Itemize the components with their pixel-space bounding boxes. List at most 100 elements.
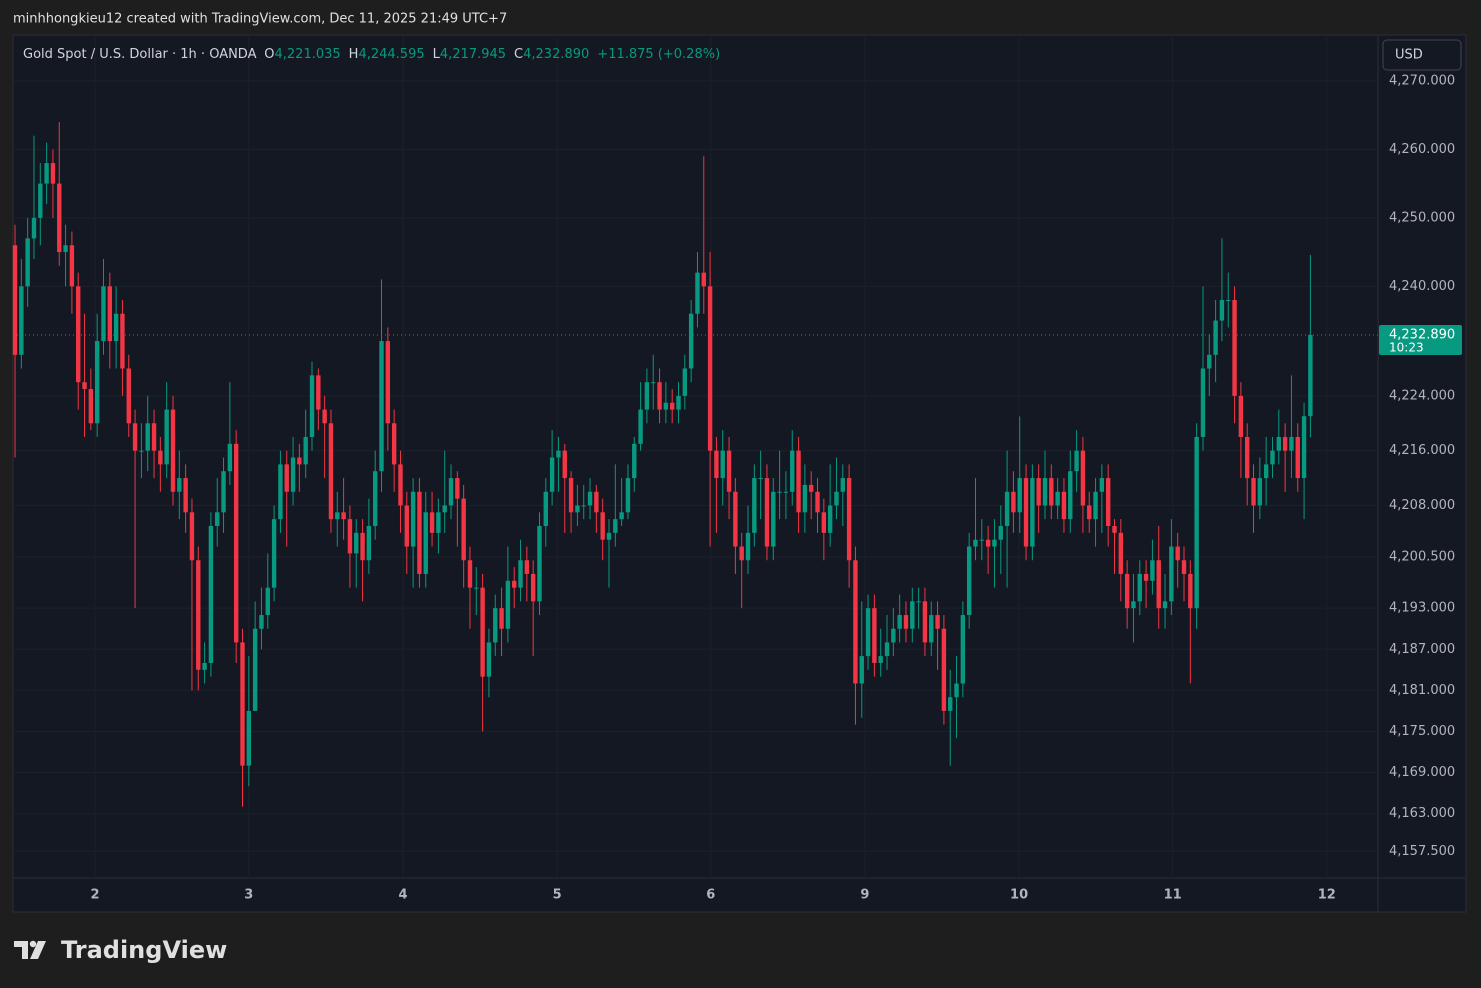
candle-body [1213,320,1218,355]
candle-body [1257,478,1263,506]
y-tick-label: 4,270.000 [1389,73,1455,88]
candle-body [177,478,182,492]
candle-body [1017,478,1022,513]
candle-body [455,478,460,499]
x-tick-label: 3 [244,888,253,903]
y-tick-label: 4,224.000 [1389,388,1455,403]
candle-body [246,710,252,766]
candle-body [701,272,706,287]
candle-body [126,368,131,424]
candle-body [575,505,580,513]
candle-body [1099,478,1105,492]
candle-body [410,491,416,547]
candle-body [94,341,100,424]
candle-body [309,375,315,437]
candle-body [107,286,113,342]
candle-body [973,539,978,547]
candle-body [1068,471,1073,520]
currency-button[interactable] [1382,39,1462,71]
candle-body [619,512,624,520]
candle-body [69,245,75,287]
candle-body [1295,436,1300,479]
candle-body [663,402,669,410]
candle-body [448,478,454,506]
candle-body [587,491,593,506]
candle-body [1169,546,1174,602]
candle-body [707,286,713,451]
candle-body [196,560,201,670]
candle-body [821,512,827,533]
candle-body [941,628,947,711]
candle-body [669,402,675,410]
candle-body [1150,560,1155,581]
candle-body [992,539,997,547]
candle-body [865,608,871,657]
candle-body [966,546,972,616]
candle-body [1308,335,1313,417]
candle-body [524,560,530,574]
candle-body [385,341,391,424]
candle-body [227,443,233,472]
candle-body [872,608,877,663]
candle-body [1207,354,1212,369]
candle-body [139,450,144,452]
candle-body [714,450,719,479]
candle-body [657,382,662,410]
candle-body [1087,505,1092,520]
candle-body [240,642,245,766]
candle-body [1301,416,1307,479]
countdown: 10:23 [1389,341,1424,355]
candle-body [145,423,150,451]
y-tick-label: 4,208.000 [1389,498,1455,513]
candle-body [259,615,264,629]
candle-body [1251,478,1256,506]
candle-body [366,526,372,561]
candle-body [322,409,327,424]
candle-body [442,505,447,513]
y-tick-label: 4,216.000 [1389,443,1455,458]
candle-body [802,484,808,513]
candle-body [613,519,618,533]
candle-body [505,580,511,629]
candle-body [985,539,991,547]
candle-body [771,491,776,547]
candle-body [189,512,195,561]
candle-body [726,450,732,492]
candles [12,121,1378,807]
candle-body [398,464,403,506]
candle-body [1289,436,1294,451]
candle-body [1093,491,1098,520]
x-tick-label: 9 [860,888,869,903]
candle-body [1232,300,1237,396]
candle-body [379,341,384,472]
candle-body [19,286,24,355]
candle-body [347,519,353,554]
candle-body [252,628,258,711]
logo-shape [30,941,46,959]
candle-body [676,395,681,410]
candle-body [1194,436,1199,609]
candle-body [733,491,738,547]
candle-body [215,512,220,527]
candle-body [360,532,365,561]
y-tick-label: 4,240.000 [1389,279,1455,294]
candle-body [1131,601,1136,609]
candle-body [960,615,966,684]
candle-body [518,560,523,588]
legend-key: H [349,47,359,62]
candle-body [625,478,631,513]
candle-body [1226,300,1231,302]
currency[interactable]: USD [1395,48,1423,63]
candle-body [38,183,43,218]
last-price-label: 4,232.890 [1389,328,1455,343]
y-tick-label: 4,157.500 [1389,844,1455,859]
candle-body [758,478,763,480]
candle-body [840,478,845,492]
candle-body [543,491,549,527]
candle-body [316,375,321,410]
candle-body [1270,450,1275,465]
candle-body [480,587,485,677]
y-tick-label: 4,187.000 [1389,642,1455,657]
candle-body [290,457,296,492]
candle-body [57,183,62,253]
